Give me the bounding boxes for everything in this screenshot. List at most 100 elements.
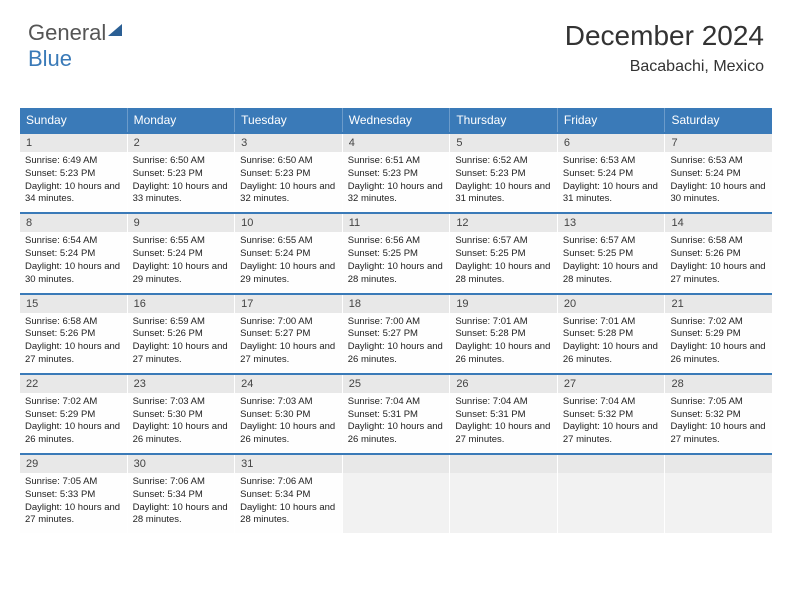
daylight-text: Daylight: 10 hours and 26 minutes. — [348, 341, 445, 367]
sunrise-text: Sunrise: 6:55 AM — [240, 235, 337, 248]
daynum-row: 22232425262728 — [20, 373, 772, 393]
sunset-text: Sunset: 5:25 PM — [348, 248, 445, 261]
day-cell: Sunrise: 6:49 AMSunset: 5:23 PMDaylight:… — [20, 152, 128, 212]
day-number: 15 — [20, 295, 128, 313]
sunset-text: Sunset: 5:24 PM — [563, 168, 660, 181]
day-cell: Sunrise: 7:01 AMSunset: 5:28 PMDaylight:… — [558, 313, 666, 373]
day-cell: Sunrise: 7:00 AMSunset: 5:27 PMDaylight:… — [343, 313, 451, 373]
day-cell: Sunrise: 6:53 AMSunset: 5:24 PMDaylight:… — [558, 152, 666, 212]
daylight-text: Daylight: 10 hours and 29 minutes. — [240, 261, 337, 287]
day-number: 20 — [558, 295, 666, 313]
day-cell: Sunrise: 6:51 AMSunset: 5:23 PMDaylight:… — [343, 152, 451, 212]
daylight-text: Daylight: 10 hours and 30 minutes. — [670, 181, 767, 207]
sunset-text: Sunset: 5:34 PM — [133, 489, 230, 502]
day-cell: Sunrise: 7:05 AMSunset: 5:33 PMDaylight:… — [20, 473, 128, 533]
day-number: 19 — [450, 295, 558, 313]
daynum-row: 15161718192021 — [20, 293, 772, 313]
day-cell: Sunrise: 7:04 AMSunset: 5:31 PMDaylight:… — [450, 393, 558, 453]
sunrise-text: Sunrise: 7:00 AM — [348, 316, 445, 329]
daylight-text: Daylight: 10 hours and 31 minutes. — [455, 181, 552, 207]
sunrise-text: Sunrise: 6:53 AM — [670, 155, 767, 168]
sunrise-text: Sunrise: 6:50 AM — [133, 155, 230, 168]
day-number: 12 — [450, 214, 558, 232]
sunrise-text: Sunrise: 7:06 AM — [133, 476, 230, 489]
day-number: 1 — [20, 134, 128, 152]
sunrise-text: Sunrise: 6:57 AM — [455, 235, 552, 248]
sunset-text: Sunset: 5:30 PM — [240, 409, 337, 422]
sunrise-text: Sunrise: 7:04 AM — [563, 396, 660, 409]
daylight-text: Daylight: 10 hours and 27 minutes. — [133, 341, 230, 367]
sunrise-text: Sunrise: 6:52 AM — [455, 155, 552, 168]
day-cell: Sunrise: 6:57 AMSunset: 5:25 PMDaylight:… — [450, 232, 558, 292]
location: Bacabachi, Mexico — [565, 58, 764, 76]
daylight-text: Daylight: 10 hours and 26 minutes. — [240, 421, 337, 447]
day-cell: Sunrise: 7:06 AMSunset: 5:34 PMDaylight:… — [235, 473, 343, 533]
daylight-text: Daylight: 10 hours and 27 minutes. — [25, 341, 122, 367]
title-block: December 2024 Bacabachi, Mexico — [565, 20, 764, 76]
logo-triangle-icon — [108, 24, 122, 36]
sunset-text: Sunset: 5:23 PM — [133, 168, 230, 181]
day-cell: Sunrise: 6:54 AMSunset: 5:24 PMDaylight:… — [20, 232, 128, 292]
day-cell: Sunrise: 7:01 AMSunset: 5:28 PMDaylight:… — [450, 313, 558, 373]
day-number: 18 — [343, 295, 451, 313]
sunrise-text: Sunrise: 6:49 AM — [25, 155, 122, 168]
sunrise-text: Sunrise: 7:06 AM — [240, 476, 337, 489]
sunset-text: Sunset: 5:24 PM — [240, 248, 337, 261]
daylight-text: Daylight: 10 hours and 28 minutes. — [455, 261, 552, 287]
weekday-header: Monday — [128, 108, 236, 132]
day-cell: Sunrise: 7:03 AMSunset: 5:30 PMDaylight:… — [128, 393, 236, 453]
day-number: 21 — [665, 295, 772, 313]
day-cell: Sunrise: 6:50 AMSunset: 5:23 PMDaylight:… — [128, 152, 236, 212]
day-number: 17 — [235, 295, 343, 313]
daylight-text: Daylight: 10 hours and 26 minutes. — [563, 341, 660, 367]
sunrise-text: Sunrise: 7:03 AM — [133, 396, 230, 409]
daylight-text: Daylight: 10 hours and 32 minutes. — [348, 181, 445, 207]
day-cell: Sunrise: 7:02 AMSunset: 5:29 PMDaylight:… — [20, 393, 128, 453]
daylight-text: Daylight: 10 hours and 33 minutes. — [133, 181, 230, 207]
sunrise-text: Sunrise: 6:58 AM — [670, 235, 767, 248]
sunrise-text: Sunrise: 7:02 AM — [670, 316, 767, 329]
day-cell: Sunrise: 7:03 AMSunset: 5:30 PMDaylight:… — [235, 393, 343, 453]
day-number: 14 — [665, 214, 772, 232]
sunset-text: Sunset: 5:31 PM — [348, 409, 445, 422]
sunset-text: Sunset: 5:34 PM — [240, 489, 337, 502]
weekday-header: Tuesday — [235, 108, 343, 132]
sunrise-text: Sunrise: 6:58 AM — [25, 316, 122, 329]
day-number: 23 — [128, 375, 236, 393]
sunset-text: Sunset: 5:33 PM — [25, 489, 122, 502]
sunset-text: Sunset: 5:24 PM — [133, 248, 230, 261]
daylight-text: Daylight: 10 hours and 34 minutes. — [25, 181, 122, 207]
sunrise-text: Sunrise: 7:01 AM — [455, 316, 552, 329]
week-row: Sunrise: 6:49 AMSunset: 5:23 PMDaylight:… — [20, 152, 772, 212]
day-number: 11 — [343, 214, 451, 232]
sunset-text: Sunset: 5:29 PM — [25, 409, 122, 422]
logo-text-1: General — [28, 20, 106, 45]
day-number: 25 — [343, 375, 451, 393]
sunset-text: Sunset: 5:24 PM — [25, 248, 122, 261]
weekday-header: Saturday — [665, 108, 772, 132]
daylight-text: Daylight: 10 hours and 28 minutes. — [240, 502, 337, 528]
daylight-text: Daylight: 10 hours and 27 minutes. — [563, 421, 660, 447]
day-number: 30 — [128, 455, 236, 473]
day-number: 29 — [20, 455, 128, 473]
daylight-text: Daylight: 10 hours and 27 minutes. — [240, 341, 337, 367]
daylight-text: Daylight: 10 hours and 28 minutes. — [563, 261, 660, 287]
daylight-text: Daylight: 10 hours and 27 minutes. — [670, 261, 767, 287]
sunrise-text: Sunrise: 7:00 AM — [240, 316, 337, 329]
daylight-text: Daylight: 10 hours and 31 minutes. — [563, 181, 660, 207]
day-number: 7 — [665, 134, 772, 152]
day-cell: Sunrise: 7:04 AMSunset: 5:31 PMDaylight:… — [343, 393, 451, 453]
sunrise-text: Sunrise: 6:55 AM — [133, 235, 230, 248]
day-cell: Sunrise: 6:57 AMSunset: 5:25 PMDaylight:… — [558, 232, 666, 292]
sunrise-text: Sunrise: 7:01 AM — [563, 316, 660, 329]
weekday-header: Thursday — [450, 108, 558, 132]
sunset-text: Sunset: 5:27 PM — [240, 328, 337, 341]
day-number — [558, 455, 666, 473]
day-cell: Sunrise: 6:55 AMSunset: 5:24 PMDaylight:… — [128, 232, 236, 292]
sunrise-text: Sunrise: 7:05 AM — [25, 476, 122, 489]
day-cell: Sunrise: 7:02 AMSunset: 5:29 PMDaylight:… — [665, 313, 772, 373]
day-cell: Sunrise: 6:53 AMSunset: 5:24 PMDaylight:… — [665, 152, 772, 212]
daylight-text: Daylight: 10 hours and 26 minutes. — [455, 341, 552, 367]
sunset-text: Sunset: 5:32 PM — [670, 409, 767, 422]
day-number: 13 — [558, 214, 666, 232]
